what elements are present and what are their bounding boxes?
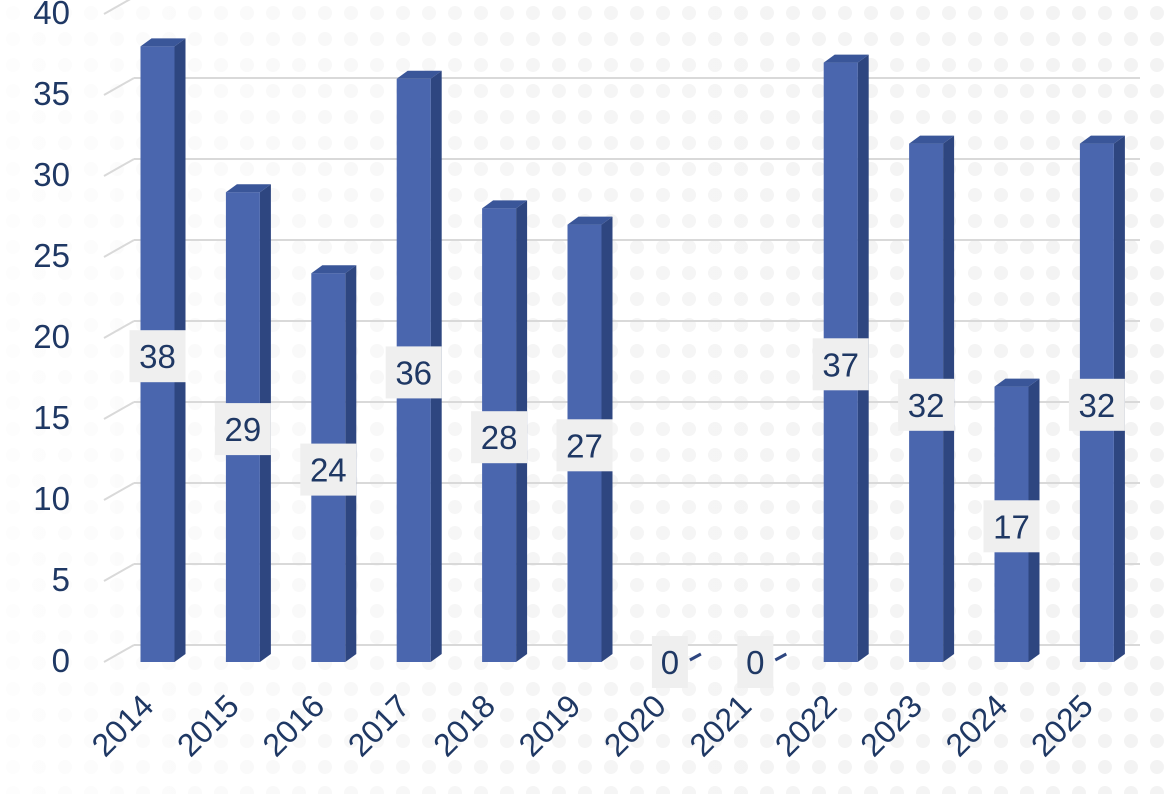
gridline-diagonal [103, 320, 135, 339]
data-label: 0 [737, 636, 774, 688]
data-label: 38 [129, 330, 186, 383]
data-label-box [737, 636, 774, 688]
data-label-text: 24 [310, 452, 347, 489]
y-axis-tick-labels: 0 5 10 15 20 25 30 35 40 [33, 0, 70, 679]
y-tick-label: 10 [33, 480, 70, 517]
gridline-diagonal [103, 401, 135, 420]
data-labels: 38 29 24 36 28 27 0 0 37 32 17 32 [129, 330, 1125, 688]
data-label-box [129, 330, 186, 383]
data-label-text: 32 [908, 387, 945, 424]
data-label: 17 [983, 500, 1040, 553]
data-label: 36 [385, 346, 442, 399]
data-label-box [651, 636, 688, 688]
bar-top-face [909, 135, 955, 144]
data-label-text: 27 [566, 427, 603, 464]
bar [774, 652, 788, 662]
bar-top-face [396, 70, 442, 79]
y-tick-label: 5 [52, 561, 70, 598]
bar-top-face [482, 200, 528, 209]
y-tick-label: 35 [33, 75, 70, 112]
gridline-diagonal [103, 77, 135, 96]
bar-top-face [994, 378, 1040, 387]
bar-top-face [311, 265, 357, 274]
data-label-text: 0 [661, 644, 679, 681]
data-label-text: 0 [746, 644, 764, 681]
data-label-text: 38 [139, 338, 176, 375]
gridline-diagonal [103, 482, 135, 501]
y-tick-label: 40 [33, 0, 70, 31]
y-tick-label: 20 [33, 318, 70, 355]
data-label-box [300, 443, 357, 496]
bar-top-face [567, 216, 613, 225]
y-tick-label: 30 [33, 156, 70, 193]
gridline-diagonal [103, 239, 135, 258]
data-label: 37 [812, 338, 869, 391]
y-tick-label: 0 [52, 642, 70, 679]
data-label: 29 [214, 403, 271, 456]
data-label-text: 28 [481, 419, 518, 456]
data-label-box [898, 378, 955, 431]
bar-top-face [140, 38, 186, 47]
data-label-box [983, 500, 1040, 553]
data-label-box [214, 403, 271, 456]
data-label-box [471, 411, 528, 464]
data-label-box [1068, 378, 1125, 431]
bar-top-face [1079, 135, 1125, 144]
data-label-box [385, 346, 442, 399]
data-label: 27 [556, 419, 613, 472]
data-label: 24 [300, 443, 357, 496]
gridline-diagonal [103, 0, 131, 15]
data-label: 28 [471, 411, 528, 464]
data-label-text: 36 [395, 354, 432, 391]
data-label-box [556, 419, 613, 472]
gridline-diagonal [103, 644, 135, 663]
y-tick-label: 25 [33, 237, 70, 274]
bar [689, 652, 702, 662]
data-label: 0 [651, 636, 688, 688]
data-label-text: 37 [822, 346, 859, 383]
gridline-diagonal [103, 563, 135, 582]
data-label-text: 17 [993, 508, 1030, 545]
data-label: 32 [1068, 378, 1125, 431]
gridline-diagonal [103, 158, 135, 177]
bar-top-face [225, 184, 271, 193]
data-label: 32 [898, 378, 955, 431]
data-label-box [812, 338, 869, 391]
bar-top-face [823, 54, 869, 63]
y-tick-label: 15 [33, 399, 70, 436]
data-label-text: 29 [225, 411, 262, 448]
data-label-text: 32 [1079, 387, 1116, 424]
